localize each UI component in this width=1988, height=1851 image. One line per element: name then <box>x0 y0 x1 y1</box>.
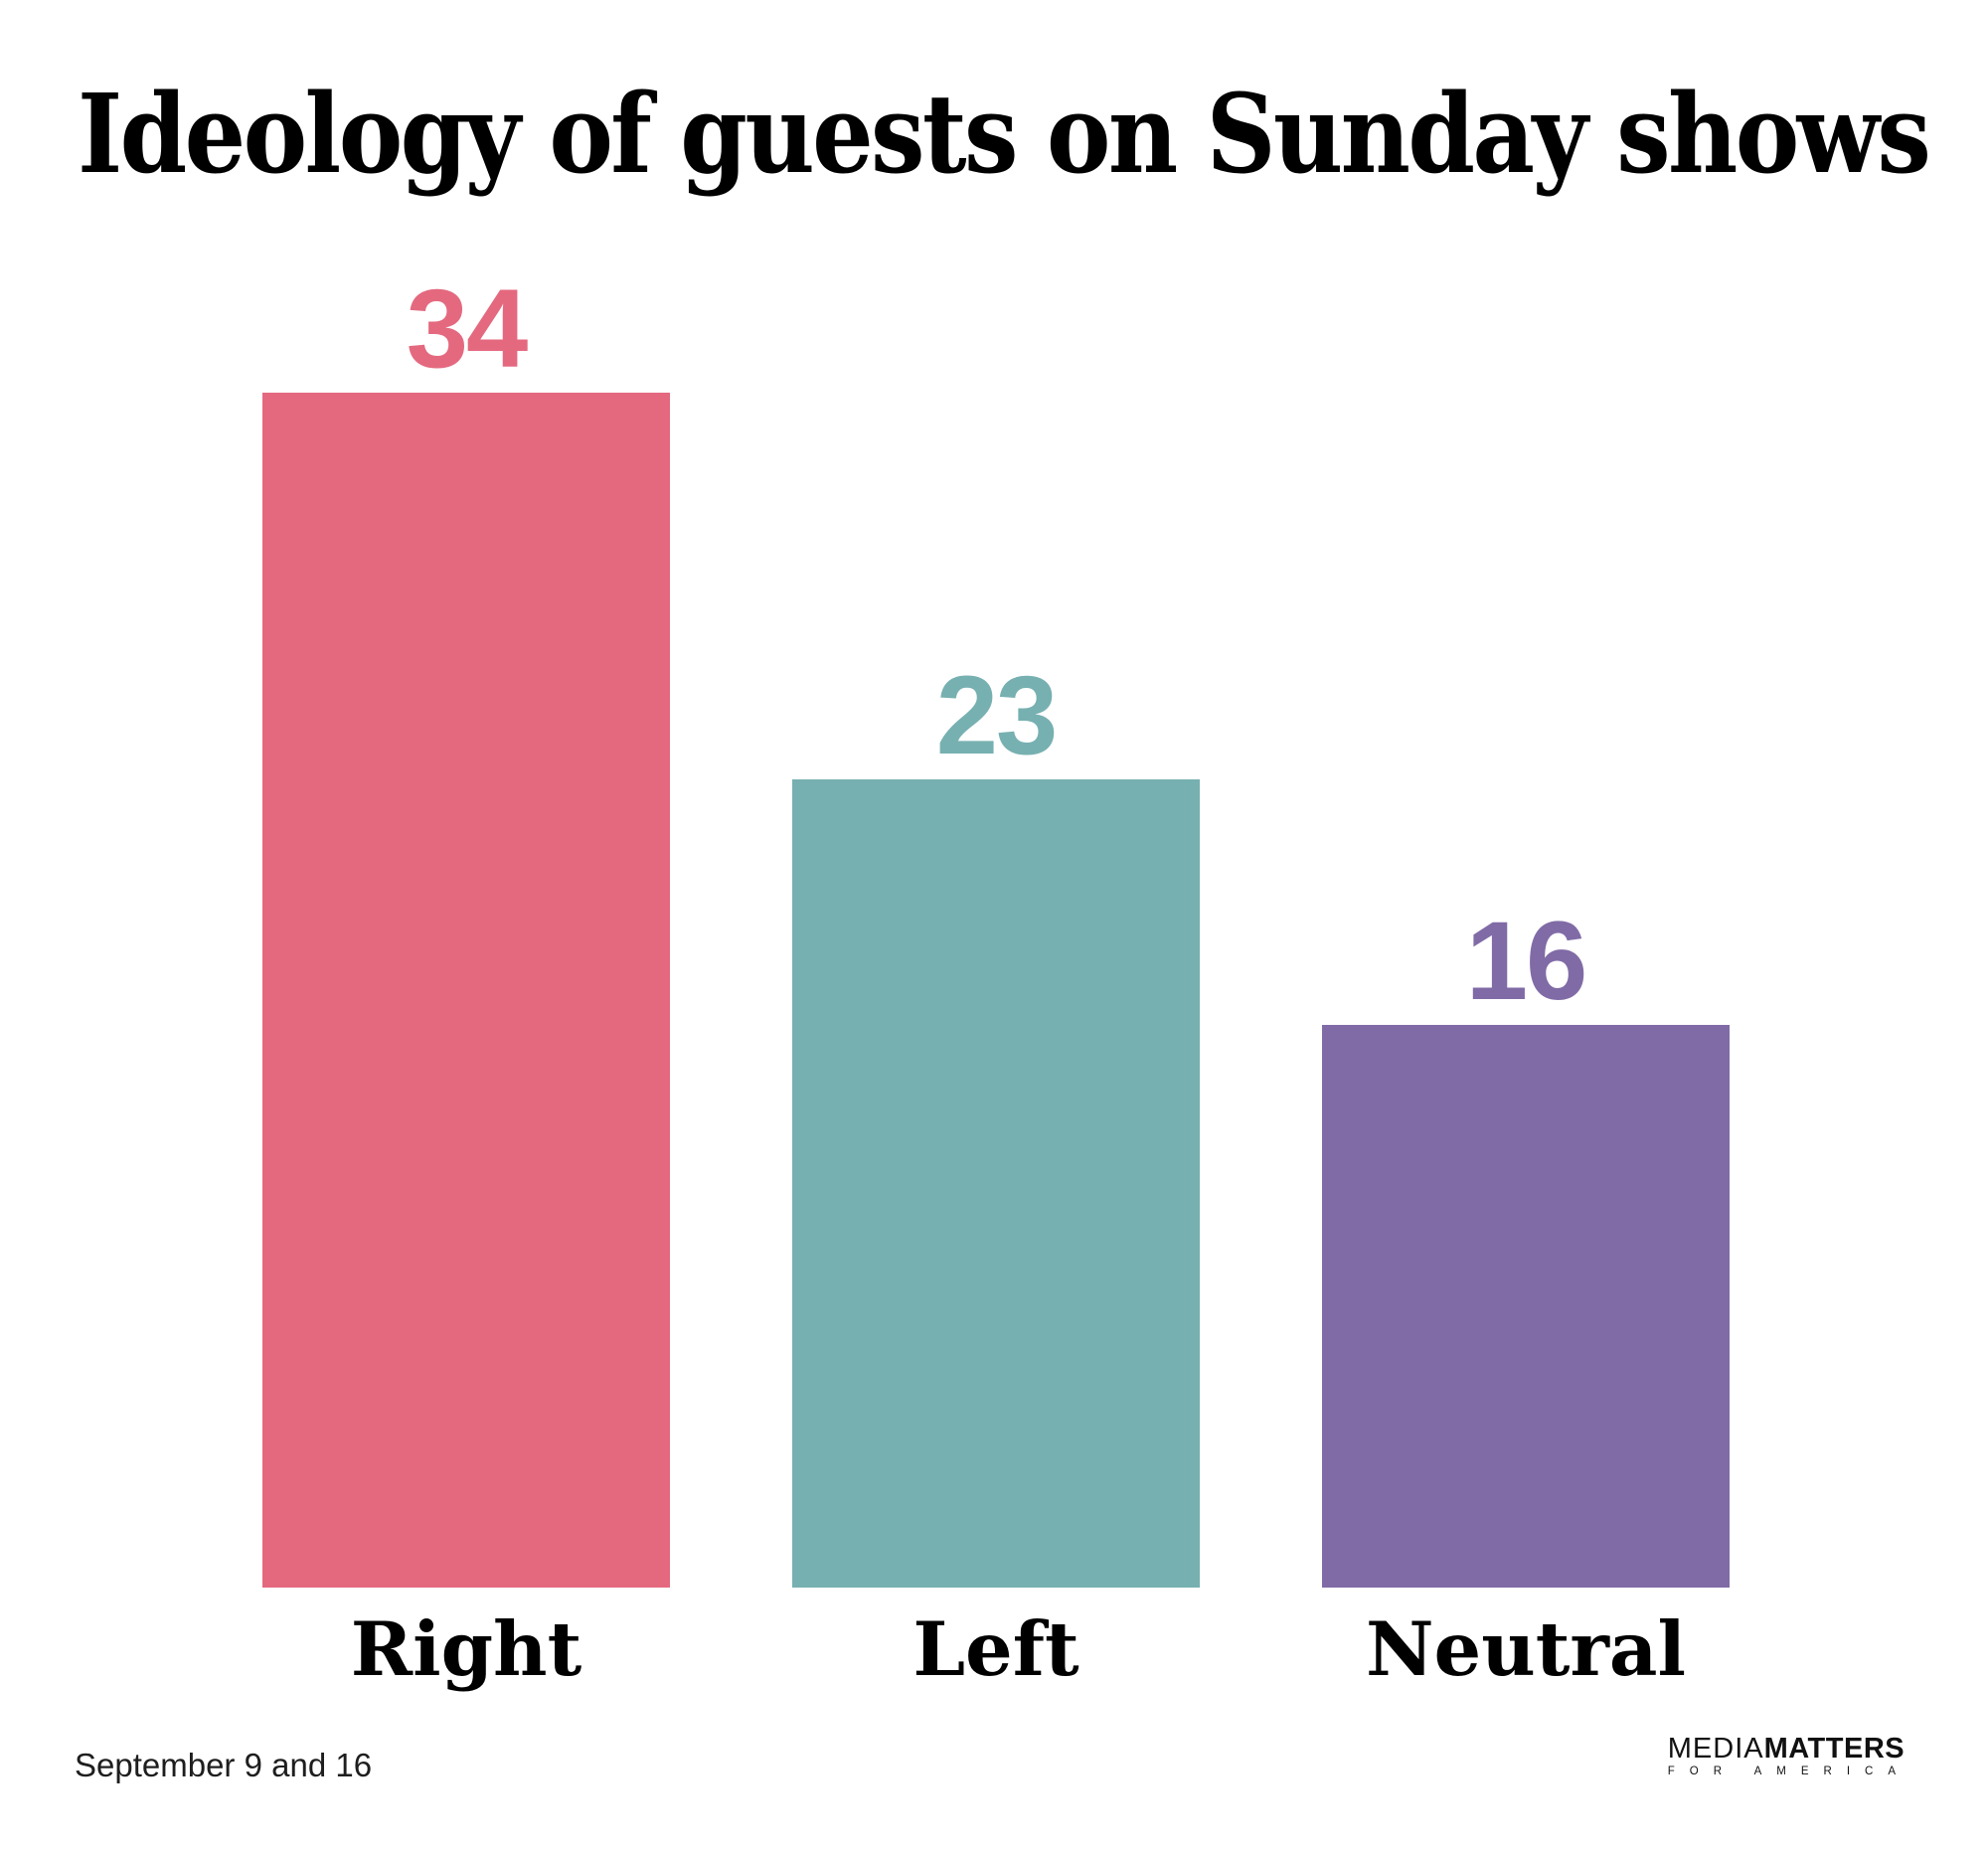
logo-matters-text: MATTERS <box>1763 1733 1905 1765</box>
category-label-neutral: Neutral <box>1365 1605 1687 1693</box>
logo-media-text: MEDIA <box>1667 1733 1764 1765</box>
bar-right <box>262 393 670 1588</box>
bar-left <box>792 779 1200 1588</box>
bar-value-label-neutral: 16 <box>1465 899 1588 1023</box>
bar-value-label-left: 23 <box>935 653 1059 777</box>
bar-value-label-right: 34 <box>406 266 529 391</box>
category-label-right: Right <box>350 1605 582 1693</box>
media-matters-logo: MEDIAMATTERS FOR AMERICA <box>1668 1735 1910 1778</box>
logo-tagline-text: FOR AMERICA <box>1667 1766 1910 1777</box>
logo-wordmark: MEDIAMATTERS <box>1668 1735 1910 1764</box>
category-label-left: Left <box>912 1605 1079 1693</box>
chart-title: Ideology of guests on Sunday shows <box>78 70 1931 198</box>
chart-footnote: September 9 and 16 <box>75 1747 373 1783</box>
bar-neutral <box>1322 1025 1730 1588</box>
